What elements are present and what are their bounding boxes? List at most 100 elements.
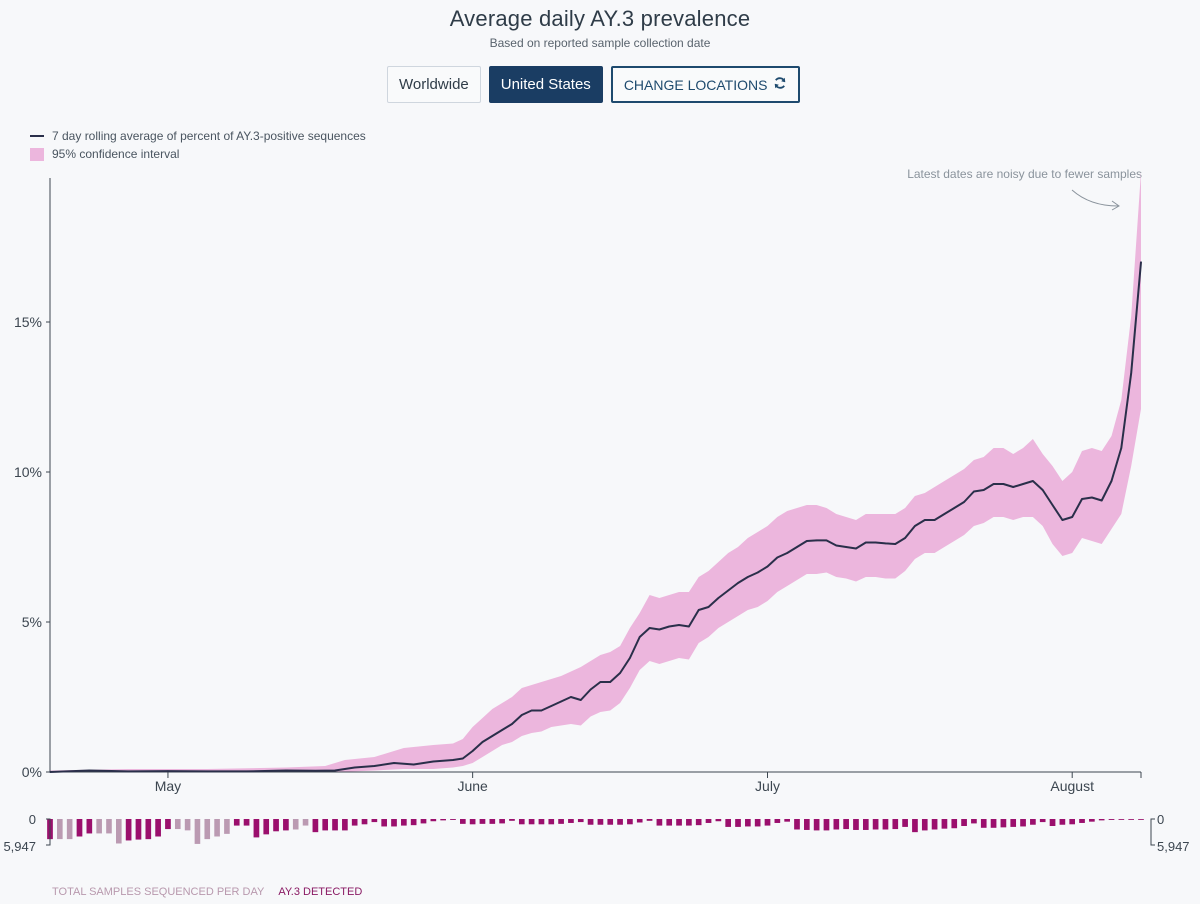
detected-bar bbox=[548, 819, 555, 825]
detected-bar bbox=[774, 819, 781, 823]
data-point bbox=[973, 490, 975, 493]
data-point bbox=[678, 624, 680, 626]
data-point bbox=[864, 541, 867, 544]
data-point bbox=[520, 714, 523, 716]
detected-bar bbox=[961, 819, 967, 826]
data-point bbox=[589, 688, 592, 691]
detected-bar bbox=[656, 819, 663, 826]
worldwide-button[interactable]: Worldwide bbox=[387, 66, 481, 103]
data-point bbox=[737, 582, 739, 584]
detected-bar bbox=[754, 819, 761, 827]
detected-bar bbox=[86, 819, 93, 834]
detected-bar bbox=[361, 819, 368, 825]
bar-legend-total: TOTAL SAMPLES SEQUENCED PER DAY bbox=[52, 886, 265, 898]
data-point bbox=[992, 483, 995, 485]
detected-bar bbox=[145, 819, 152, 840]
data-point bbox=[776, 556, 779, 559]
detected-bar bbox=[1138, 819, 1144, 820]
data-point bbox=[619, 672, 621, 674]
data-point bbox=[933, 519, 936, 521]
data-point bbox=[747, 576, 749, 578]
data-point bbox=[599, 681, 602, 683]
detected-bar bbox=[391, 819, 397, 827]
change-locations-button[interactable]: CHANGE LOCATIONS bbox=[610, 66, 801, 103]
detected-bar bbox=[479, 819, 486, 824]
data-point bbox=[49, 771, 51, 773]
detected-bar bbox=[381, 819, 387, 827]
total-samples-bar bbox=[204, 819, 211, 840]
y-tick-label: 0% bbox=[22, 764, 42, 780]
data-point bbox=[668, 625, 671, 628]
detected-bar bbox=[725, 819, 731, 827]
detected-bar bbox=[1089, 819, 1095, 822]
detected-bar bbox=[76, 819, 83, 837]
bar-left-tick-max: 5,947 bbox=[3, 839, 36, 854]
detected-bar bbox=[627, 819, 633, 825]
data-point bbox=[353, 766, 356, 769]
united-states-button[interactable]: United States bbox=[488, 66, 603, 103]
data-point bbox=[835, 544, 838, 547]
data-point bbox=[825, 539, 828, 542]
detected-bar bbox=[273, 819, 279, 832]
detected-bar bbox=[666, 819, 673, 826]
data-point bbox=[648, 627, 651, 629]
detected-bar bbox=[243, 819, 250, 826]
total-samples-bar bbox=[106, 819, 112, 834]
chart-subtitle: Based on reported sample collection date bbox=[489, 36, 711, 50]
data-point bbox=[688, 625, 690, 628]
data-point bbox=[167, 770, 169, 772]
detected-bar bbox=[253, 819, 260, 838]
detected-bar bbox=[745, 819, 751, 827]
detected-bar bbox=[931, 819, 938, 830]
data-point bbox=[1110, 480, 1113, 482]
detected-bar bbox=[695, 819, 702, 826]
detected-bar bbox=[587, 819, 594, 825]
data-point bbox=[88, 769, 91, 772]
data-point bbox=[894, 543, 897, 545]
total-samples-bar bbox=[194, 819, 201, 844]
detected-bar bbox=[705, 819, 712, 823]
detected-bar bbox=[430, 819, 437, 822]
legend-line-label: 7 day rolling average of percent of AY.3… bbox=[52, 129, 366, 143]
annotation-arrow bbox=[1071, 189, 1119, 207]
data-point bbox=[1120, 447, 1123, 449]
data-point bbox=[540, 709, 543, 712]
detected-bar bbox=[351, 819, 358, 826]
detected-bar bbox=[1108, 819, 1115, 820]
bar-right-tick-zero: 0 bbox=[1157, 812, 1164, 827]
data-point bbox=[1002, 483, 1005, 485]
data-point bbox=[550, 705, 553, 707]
detected-bar bbox=[892, 819, 899, 830]
total-samples-bar bbox=[224, 819, 230, 834]
detected-bar bbox=[1010, 819, 1017, 827]
detected-bar bbox=[843, 819, 849, 830]
detected-bar bbox=[902, 819, 908, 827]
data-point bbox=[874, 541, 877, 544]
detected-bar bbox=[499, 819, 505, 824]
detected-bar bbox=[1059, 819, 1066, 825]
data-point bbox=[855, 547, 857, 550]
detected-bar bbox=[568, 819, 574, 823]
detected-bar bbox=[1118, 819, 1125, 820]
detected-bar bbox=[558, 819, 564, 824]
bar-right-axis bbox=[1150, 818, 1155, 846]
data-point bbox=[629, 657, 631, 659]
legend-line-entry: 7 day rolling average of percent of AY.3… bbox=[30, 127, 366, 145]
data-point bbox=[530, 709, 533, 712]
detected-bar bbox=[764, 819, 771, 826]
y-tick-label: 15% bbox=[14, 314, 42, 330]
detected-bar bbox=[263, 819, 270, 835]
legend-band-entry: 95% confidence interval bbox=[30, 145, 366, 163]
detected-bar bbox=[597, 819, 604, 825]
detected-bar bbox=[646, 819, 653, 821]
data-point bbox=[393, 762, 395, 764]
data-point bbox=[1140, 261, 1142, 263]
data-point bbox=[609, 681, 612, 683]
data-point bbox=[579, 699, 582, 701]
location-toggle-group: Worldwide United States CHANGE LOCATIONS bbox=[387, 66, 801, 104]
data-point bbox=[717, 597, 720, 599]
detected-bar bbox=[322, 819, 329, 831]
noisy-dates-annotation: Latest dates are noisy due to fewer samp… bbox=[907, 167, 1142, 181]
x-tick-label: May bbox=[155, 778, 181, 794]
detected-bar bbox=[1098, 819, 1105, 821]
